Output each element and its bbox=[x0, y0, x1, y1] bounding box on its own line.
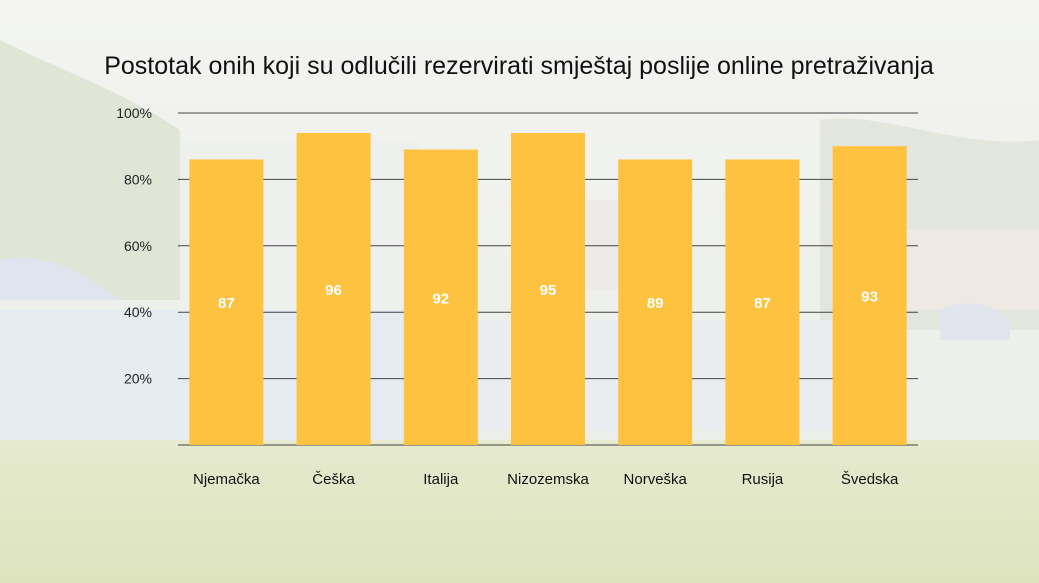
value-label: 87 bbox=[218, 295, 235, 312]
category-label: Norveška bbox=[624, 471, 688, 488]
bar bbox=[832, 146, 907, 445]
value-label: 87 bbox=[754, 295, 771, 312]
value-label: 92 bbox=[432, 290, 449, 307]
value-label: 89 bbox=[647, 295, 664, 312]
y-tick-label: 20% bbox=[124, 371, 152, 387]
y-axis-ticks: 20% 40% 60% 80% 100% bbox=[116, 105, 152, 387]
y-tick-label: 60% bbox=[124, 238, 152, 254]
bar bbox=[725, 159, 800, 446]
bars bbox=[189, 132, 907, 446]
value-label: 96 bbox=[325, 282, 342, 299]
bar bbox=[296, 132, 371, 446]
category-label: Italija bbox=[423, 471, 459, 488]
bar bbox=[618, 159, 693, 446]
y-tick-label: 100% bbox=[116, 105, 152, 121]
bar bbox=[511, 132, 585, 446]
y-tick-label: 80% bbox=[124, 171, 152, 187]
value-label: 93 bbox=[861, 289, 878, 306]
y-tick-label: 40% bbox=[124, 304, 152, 320]
value-label: 95 bbox=[540, 282, 557, 299]
value-labels: 87 96 92 95 89 87 93 bbox=[218, 282, 878, 312]
category-label: Njemačka bbox=[193, 471, 260, 488]
category-label: Rusija bbox=[742, 471, 784, 488]
category-label: Nizozemska bbox=[507, 471, 589, 488]
category-labels: Njemačka Češka Italija Nizozemska Norveška Ru… bbox=[193, 471, 899, 488]
bar bbox=[403, 149, 478, 445]
chart-title: Postotak onih koji su odlučili rezervira… bbox=[104, 52, 934, 80]
category-label: Švedska bbox=[841, 471, 899, 488]
category-label: Češka bbox=[312, 471, 355, 488]
bar bbox=[189, 159, 264, 446]
